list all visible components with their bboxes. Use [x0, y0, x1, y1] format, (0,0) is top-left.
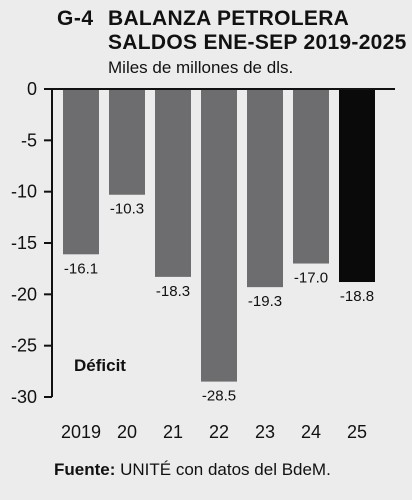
- x-tick-label-21: 21: [163, 422, 183, 442]
- source-text: UNITÉ con datos del BdeM.: [115, 460, 331, 479]
- x-tick-label-23: 23: [255, 422, 275, 442]
- x-tick-label-25: 25: [347, 422, 367, 442]
- graph-number: G-4: [57, 7, 94, 30]
- data-label-2019: -16.1: [64, 260, 98, 277]
- x-tick-label-24: 24: [301, 422, 321, 442]
- bar-24: [293, 89, 329, 264]
- annotation-deficit: Déficit: [74, 356, 126, 375]
- source-label: Fuente:: [54, 460, 116, 479]
- bar-2019: [63, 89, 99, 255]
- bar-23: [247, 89, 283, 288]
- y-tick-label-0: 0: [27, 79, 37, 99]
- x-tick-label-22: 22: [209, 422, 229, 442]
- y-tick-label-2: -10: [11, 182, 37, 202]
- data-label-24: -17.0: [294, 270, 328, 287]
- y-tick-label-5: -25: [11, 336, 37, 356]
- chart-title: BALANZA PETROLERA SALDOS ENE-SEP 2019-20…: [108, 7, 407, 55]
- bar-20: [109, 89, 145, 195]
- y-tick-label-6: -30: [11, 387, 37, 407]
- x-tick-label-20: 20: [117, 422, 137, 442]
- chart-title-line2: SALDOS ENE-SEP 2019-2025: [108, 31, 407, 54]
- data-label-25: -18.8: [340, 288, 374, 305]
- bar-22: [201, 89, 237, 382]
- y-tick-label-1: -5: [21, 130, 37, 150]
- data-label-21: -18.3: [156, 283, 190, 300]
- data-label-20: -10.3: [110, 201, 144, 218]
- x-tick-label-2019: 2019: [61, 422, 101, 442]
- data-label-22: -28.5: [202, 388, 236, 405]
- bar-chart: -16.1 -10.3 -18.3 -28.5 -19.3 -17.0 -18.8 0 -5 -1…: [11, 79, 395, 442]
- source-note: Fuente: UNITÉ con datos del BdeM.: [54, 460, 331, 480]
- chart-subtitle: Miles de millones de dls.: [108, 58, 294, 77]
- bar-25: [339, 89, 375, 283]
- chart-title-line1: BALANZA PETROLERA: [108, 7, 350, 30]
- bar-21: [155, 89, 191, 277]
- data-label-23: -19.3: [248, 293, 282, 310]
- y-tick-label-3: -15: [11, 233, 37, 253]
- chart-header: G-4 BALANZA PETROLERA SALDOS ENE-SEP 201…: [0, 0, 412, 90]
- y-tick-label-4: -20: [11, 284, 37, 304]
